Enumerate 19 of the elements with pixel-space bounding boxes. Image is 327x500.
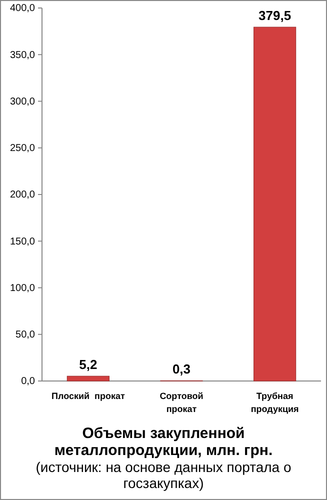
data-label: 0,3 bbox=[172, 362, 191, 377]
text: (источник: на основе данных портала о госзакупках) bbox=[36, 459, 292, 491]
text: Объемы закупленной металлопродукции, млн. грн. bbox=[54, 425, 273, 459]
bar bbox=[66, 376, 110, 382]
x-tick-label: Трубная продукция bbox=[250, 391, 299, 414]
y-tick-label: 250,0 bbox=[10, 143, 36, 154]
bar bbox=[254, 26, 296, 382]
y-tick-label: 300,0 bbox=[10, 96, 36, 108]
y-tick-label: 350,0 bbox=[10, 50, 36, 61]
x-tick-label: Сортовой прокат bbox=[160, 391, 204, 414]
y-tick-label: 100,0 bbox=[10, 282, 36, 294]
y-tick-label: 50,0 bbox=[16, 330, 36, 341]
x-tick-label: Плоский прокат bbox=[52, 391, 126, 401]
y-tick-label: 200,0 bbox=[10, 190, 36, 201]
y-tick-label: 400,0 bbox=[10, 3, 36, 14]
y-tick-label: 0,0 bbox=[21, 376, 36, 388]
data-label: 379,5 bbox=[258, 8, 292, 24]
y-tick-label: 150,0 bbox=[10, 236, 36, 248]
data-label: 5,2 bbox=[79, 357, 98, 372]
